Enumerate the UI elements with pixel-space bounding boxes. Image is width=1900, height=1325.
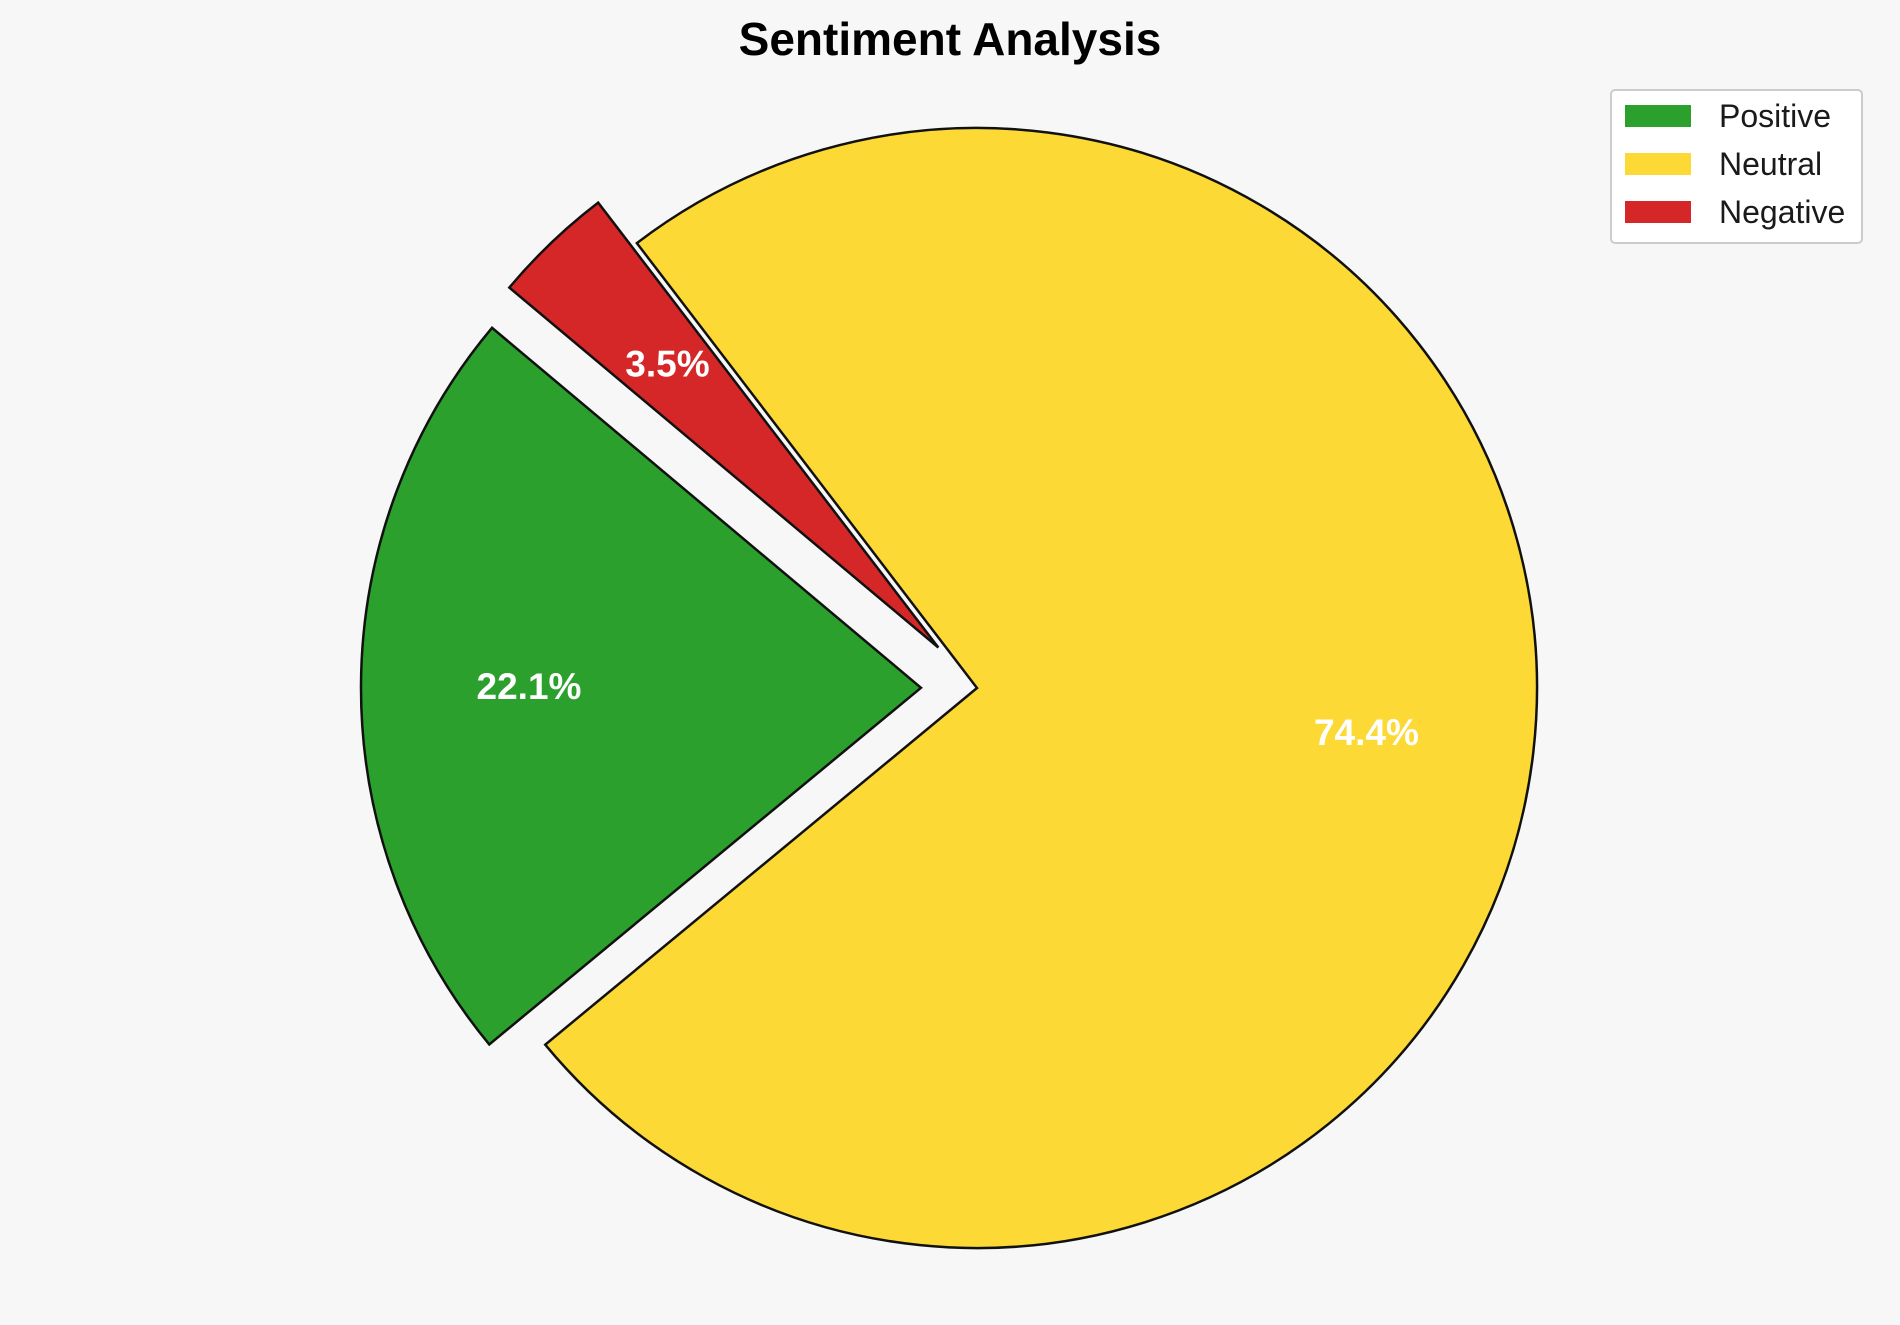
pie-label-positive: 22.1% [477,666,582,707]
pie-slice-neutral [543,126,1539,1250]
legend-swatch-neutral [1625,153,1691,175]
pie-slice-labels: 22.1% 74.4% 3.5% [477,344,1419,753]
legend-swatch-negative [1625,201,1691,223]
pie-label-negative: 3.5% [625,344,709,385]
pie-slice-negative [507,200,940,649]
pie-label-neutral: 74.4% [1314,712,1419,753]
legend-swatch-positive [1625,105,1691,127]
chart-title: Sentiment Analysis [739,13,1162,65]
pie-slices [359,126,1539,1250]
legend-label-neutral: Neutral [1719,146,1822,182]
pie-slice-positive [359,326,923,1047]
legend: Positive Neutral Negative [1610,89,1863,244]
legend-label-positive: Positive [1719,98,1831,134]
legend-label-negative: Negative [1719,194,1845,230]
